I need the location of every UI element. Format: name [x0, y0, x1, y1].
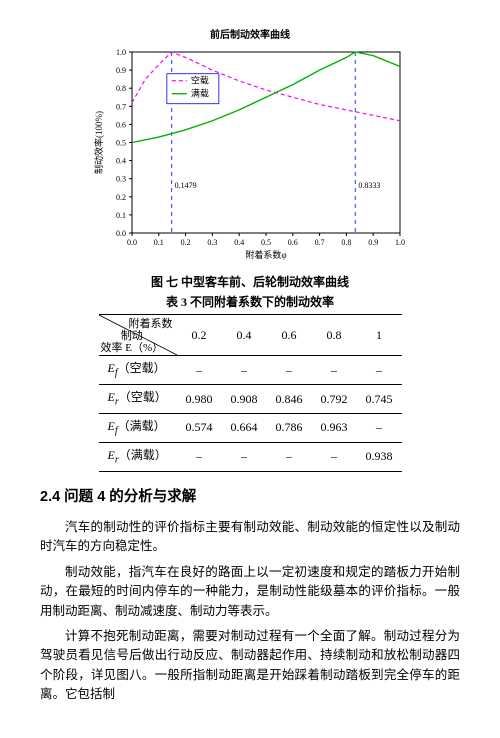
chart-title: 前后制动效率曲线 [90, 28, 410, 44]
svg-text:满载: 满载 [191, 87, 209, 98]
svg-text:0.6: 0.6 [116, 120, 126, 129]
chart-container: 前后制动效率曲线 0.00.00.10.10.20.20.30.30.40.40… [90, 28, 410, 267]
svg-text:0.8: 0.8 [341, 238, 351, 247]
svg-text:0.2: 0.2 [116, 192, 126, 201]
svg-text:0.5: 0.5 [116, 138, 126, 147]
svg-text:0.8333: 0.8333 [358, 180, 380, 189]
svg-text:0.0: 0.0 [116, 229, 126, 238]
svg-text:0.7: 0.7 [116, 102, 126, 111]
body-text: 汽车的制动性的评价指标主要有制动效能、制动效能的恒定性以及制动时汽车的方向稳定性… [40, 518, 460, 704]
svg-text:0.3: 0.3 [207, 238, 217, 247]
svg-text:制动效率(100%): 制动效率(100%) [93, 111, 104, 174]
svg-text:0.2: 0.2 [181, 238, 191, 247]
svg-text:空载: 空载 [191, 74, 209, 85]
svg-text:附着系数φ: 附着系数φ [245, 249, 286, 260]
svg-text:0.9: 0.9 [116, 66, 126, 75]
svg-text:0.5: 0.5 [261, 238, 271, 247]
svg-text:1.0: 1.0 [116, 48, 126, 57]
svg-text:0.9: 0.9 [368, 238, 378, 247]
svg-text:0.4: 0.4 [116, 156, 126, 165]
svg-text:0.6: 0.6 [288, 238, 298, 247]
svg-text:0.7: 0.7 [315, 238, 325, 247]
figure-caption: 图 七 中型客车前、后轮制动效率曲线 [40, 273, 460, 292]
svg-text:0.8: 0.8 [116, 84, 126, 93]
svg-text:1.0: 1.0 [395, 238, 405, 247]
svg-text:0.1: 0.1 [154, 238, 164, 247]
table-caption: 表 3 不同附着系数下的制动效率 [40, 293, 460, 312]
svg-text:0.1479: 0.1479 [175, 180, 197, 189]
svg-text:0.4: 0.4 [234, 238, 244, 247]
paragraph: 计算不抱死制动距离，需要对制动过程有一个全面了解。制动过程分为驾驶员看见信号后做… [40, 627, 460, 705]
paragraph: 汽车的制动性的评价指标主要有制动效能、制动效能的恒定性以及制动时汽车的方向稳定性… [40, 518, 460, 557]
svg-text:0.1: 0.1 [116, 210, 126, 219]
efficiency-table: 附着系数 制动效率 E（%） 0.20.40.60.81Ef（空载）–––––E… [99, 314, 402, 472]
section-heading: 2.4 问题 4 的分析与求解 [40, 486, 460, 508]
paragraph: 制动效能，指汽车在良好的路面上以一定初速度和规定的踏板力开始制动，在最短的时间内… [40, 563, 460, 621]
svg-text:0.3: 0.3 [116, 174, 126, 183]
svg-text:0.0: 0.0 [127, 238, 137, 247]
efficiency-chart: 0.00.0 0.1 0.1 0.2 0.2 0.3 0.3 0.4 0.4 0.5 0.5 0.6 0… [90, 46, 410, 261]
